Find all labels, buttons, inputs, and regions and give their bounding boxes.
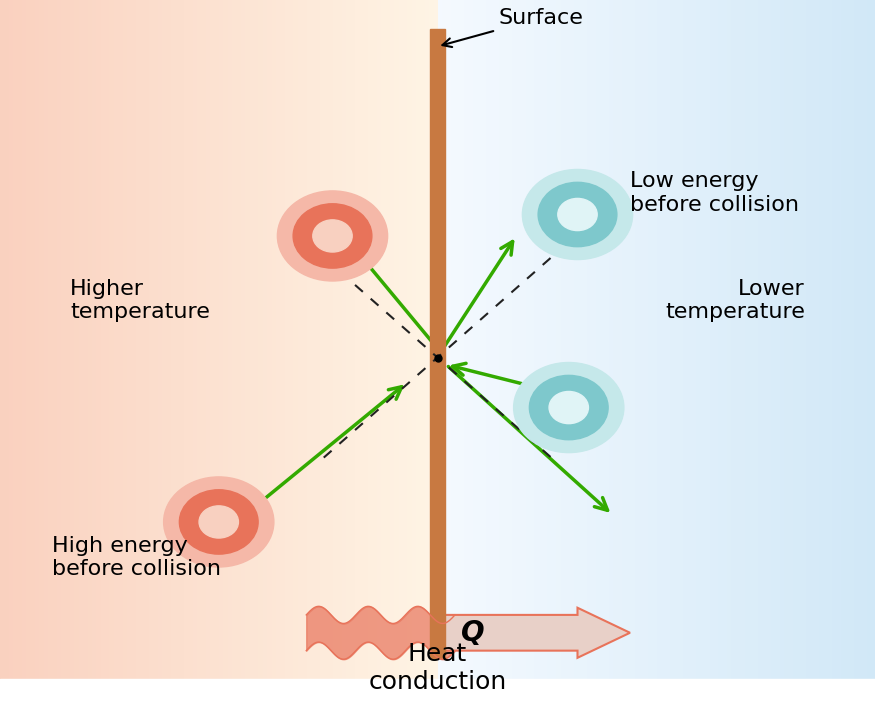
Text: High energy
before collision: High energy before collision xyxy=(52,536,221,579)
Circle shape xyxy=(164,477,274,567)
Text: Low energy
before collision: Low energy before collision xyxy=(630,172,799,214)
Polygon shape xyxy=(438,608,630,658)
Circle shape xyxy=(538,182,617,247)
Circle shape xyxy=(313,220,352,252)
Circle shape xyxy=(277,191,388,281)
Bar xyxy=(0,679,875,715)
Circle shape xyxy=(179,490,258,554)
Circle shape xyxy=(558,199,598,231)
Circle shape xyxy=(200,506,238,538)
Bar xyxy=(430,29,445,658)
Circle shape xyxy=(529,375,608,440)
Circle shape xyxy=(550,392,589,423)
Text: Higher
temperature: Higher temperature xyxy=(70,279,210,322)
Text: Heat
conduction: Heat conduction xyxy=(368,642,507,694)
Circle shape xyxy=(293,204,372,268)
Circle shape xyxy=(522,169,633,260)
Circle shape xyxy=(514,363,624,453)
Text: Surface: Surface xyxy=(443,8,584,47)
Text: Lower
temperature: Lower temperature xyxy=(665,279,805,322)
Text: Q: Q xyxy=(461,618,485,647)
